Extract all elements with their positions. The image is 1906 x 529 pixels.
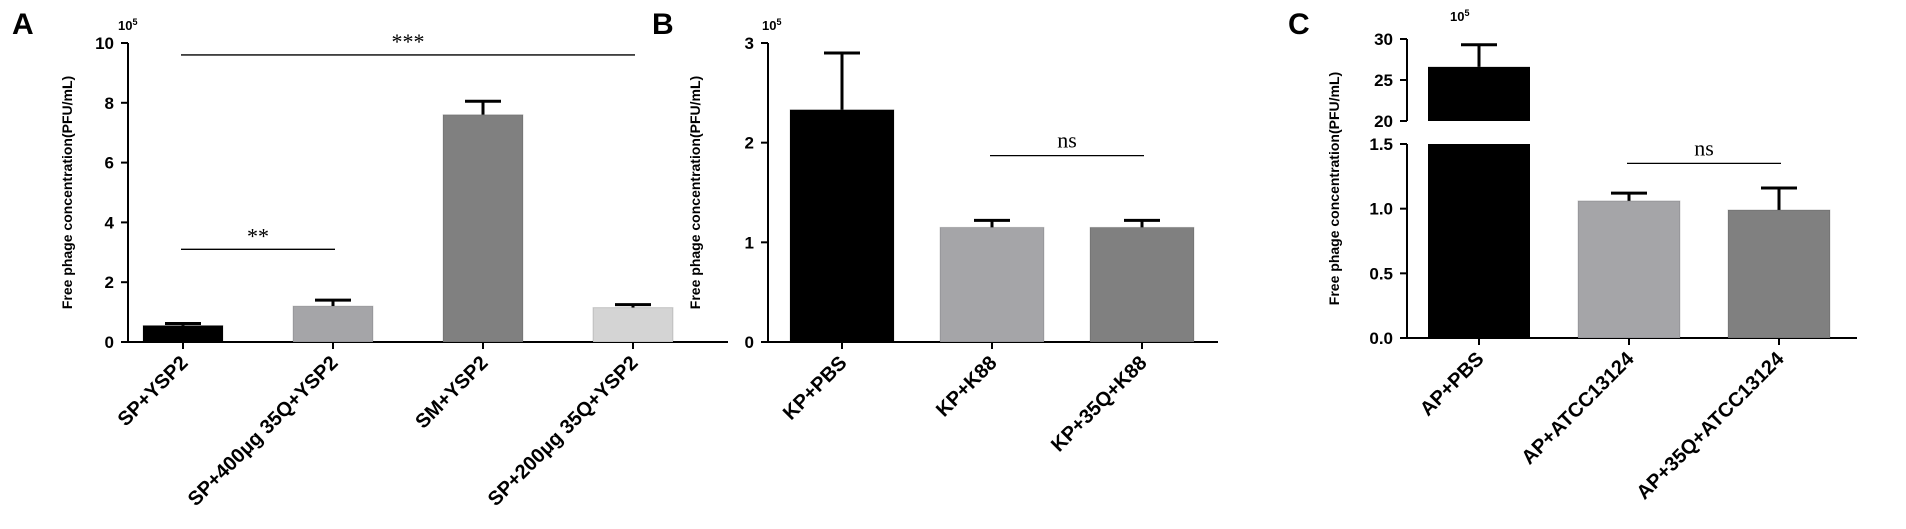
x-tick-label: SP+200μg 35Q+YSP2 (484, 352, 643, 511)
bar (939, 226, 1045, 343)
panel-label: A (12, 8, 34, 41)
y-tick-label: 2 (105, 273, 114, 292)
y-tick-label: 0.5 (1369, 264, 1393, 283)
y-tick-label: 8 (105, 94, 114, 113)
x-tick-label: SP+YSP2 (114, 352, 193, 431)
bar (292, 305, 374, 343)
y-axis-label: Free phage concentration(PFU/mL) (1326, 72, 1342, 305)
y-axis-label: Free phage concentration(PFU/mL) (687, 76, 703, 309)
panel-label: C (1288, 8, 1310, 41)
bar (1727, 209, 1831, 339)
y-tick-label: 1.0 (1369, 200, 1393, 219)
y-tick-label: 6 (105, 154, 114, 173)
y-tick-label: 3 (745, 34, 754, 53)
panel-c: C 105 Free phage concentration(PFU/mL) 0.0 0… (1288, 8, 1857, 504)
y-tick-label: 0 (105, 333, 114, 352)
bar (789, 109, 895, 343)
panel-label: B (652, 8, 674, 41)
panel-b: B 105 Free phage concentration(PFU/mL) 0 1 2 3… (652, 8, 1218, 456)
x-tick-label: KP+PBS (779, 352, 852, 425)
panel-a: A 105 Free phage concentration(PFU/mL) 0 2 4 6… (12, 8, 728, 511)
bar (142, 325, 224, 343)
y-tick-label: 1.5 (1369, 135, 1393, 154)
x-tick-label: AP+35Q+ATCC13124 (1633, 347, 1790, 504)
bar (442, 114, 524, 343)
x-tick-label: SM+YSP2 (411, 352, 492, 433)
y-axis-label: Free phage concentration(PFU/mL) (59, 76, 75, 309)
y-tick-label: 10 (95, 34, 114, 53)
significance-label: *** (392, 29, 425, 54)
axis-exponent-label: 105 (762, 17, 781, 33)
bar (1089, 226, 1195, 343)
y-tick-label: 4 (105, 213, 115, 232)
bar (592, 307, 674, 343)
bar (1577, 200, 1681, 339)
x-tick-label: KP+K88 (932, 352, 1001, 421)
y-tick-label: 20 (1374, 112, 1393, 131)
axis-exponent-label: 105 (1450, 8, 1469, 24)
axis-exponent-label: 105 (118, 17, 137, 33)
significance-label: ns (1057, 128, 1077, 153)
x-tick-label: KP+35Q+K88 (1047, 352, 1151, 456)
y-tick-label: 0 (745, 333, 754, 352)
bar (1428, 144, 1530, 338)
significance-label: ns (1694, 135, 1714, 160)
significance-label: ** (247, 223, 269, 248)
x-tick-label: AP+ATCC13124 (1518, 347, 1640, 469)
y-tick-label: 0.0 (1369, 329, 1393, 348)
x-tick-label: SP+400μg 35Q+YSP2 (184, 352, 343, 511)
x-tick-label: AP+PBS (1416, 348, 1489, 421)
bar-upper-segment (1428, 66, 1530, 121)
y-tick-label: 2 (745, 134, 754, 153)
y-tick-label: 30 (1374, 30, 1393, 49)
y-tick-label: 25 (1374, 71, 1393, 90)
y-tick-label: 1 (745, 233, 754, 252)
